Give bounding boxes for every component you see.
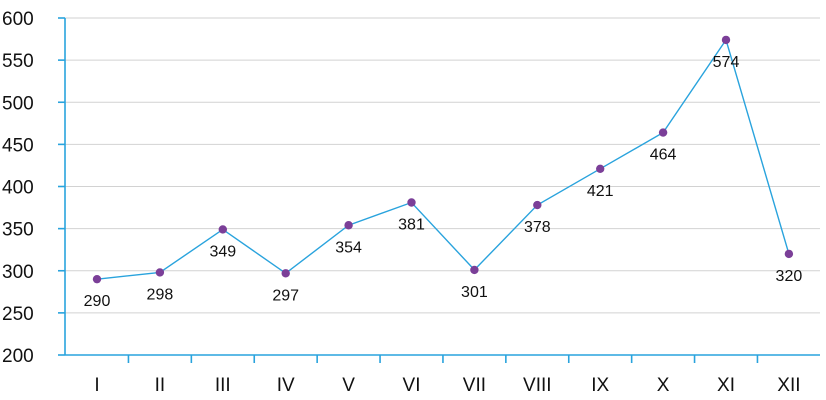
x-tick-label-VII: VII bbox=[463, 375, 486, 396]
data-label-XII: 320 bbox=[776, 268, 803, 285]
y-tick-label-300: 300 bbox=[2, 262, 34, 283]
y-tick-label-500: 500 bbox=[2, 93, 34, 114]
x-tick-label-II: II bbox=[155, 375, 166, 396]
data-point-XII bbox=[784, 249, 794, 259]
y-axis-ticks: 200 250 300 350 400 450 500 550 600 bbox=[2, 9, 65, 367]
x-axis-ticks: I II III IV V VI VII VIII IX X XI XII bbox=[94, 355, 801, 396]
x-tick-label-V: V bbox=[342, 375, 355, 396]
x-tick-label-IX: IX bbox=[591, 375, 609, 396]
data-points bbox=[92, 35, 794, 284]
data-point-II bbox=[155, 268, 165, 277]
series-line bbox=[96, 38, 790, 280]
data-label-VI: 381 bbox=[398, 217, 425, 234]
data-label-I: 290 bbox=[84, 293, 111, 310]
data-point-VIII bbox=[533, 200, 542, 210]
y-tick-label-250: 250 bbox=[2, 304, 34, 325]
data-point-V bbox=[344, 221, 353, 230]
grid-lines bbox=[65, 17, 820, 314]
data-label-X: 464 bbox=[650, 147, 677, 164]
data-labels: 290 298 349 297 354 381 301 378 421 464 574 320 bbox=[84, 54, 803, 310]
data-label-VIII: 378 bbox=[524, 219, 551, 236]
y-tick-label-600: 600 bbox=[2, 9, 34, 30]
data-point-IV bbox=[281, 269, 290, 278]
y-tick-label-400: 400 bbox=[2, 178, 34, 199]
data-point-I bbox=[92, 274, 102, 284]
x-tick-label-XII: XII bbox=[777, 375, 800, 396]
y-tick-label-350: 350 bbox=[2, 220, 34, 241]
data-point-X bbox=[658, 128, 668, 137]
data-label-V: 354 bbox=[335, 239, 362, 256]
y-tick-label-200: 200 bbox=[2, 346, 34, 367]
data-label-VII: 301 bbox=[461, 284, 488, 301]
y-tick-label-450: 450 bbox=[2, 135, 34, 156]
y-tick-label-550: 550 bbox=[2, 51, 34, 72]
x-tick-label-III: III bbox=[215, 375, 231, 396]
x-tick-label-IV: IV bbox=[277, 375, 295, 396]
data-point-III bbox=[218, 225, 227, 234]
x-tick-label-X: X bbox=[657, 375, 670, 396]
data-label-II: 298 bbox=[147, 286, 174, 303]
data-label-IV: 297 bbox=[272, 287, 299, 304]
data-point-VI bbox=[407, 198, 416, 207]
data-point-VII bbox=[470, 265, 479, 275]
data-point-IX bbox=[596, 164, 605, 174]
data-point-XI bbox=[721, 35, 731, 45]
x-tick-label-I: I bbox=[94, 375, 99, 396]
x-tick-label-XI: XI bbox=[717, 375, 735, 396]
data-label-III: 349 bbox=[209, 243, 236, 260]
x-tick-label-VIII: VIII bbox=[523, 375, 552, 396]
data-label-IX: 421 bbox=[587, 183, 614, 200]
x-tick-label-VI: VI bbox=[403, 375, 421, 396]
data-label-XI: 574 bbox=[713, 54, 740, 71]
